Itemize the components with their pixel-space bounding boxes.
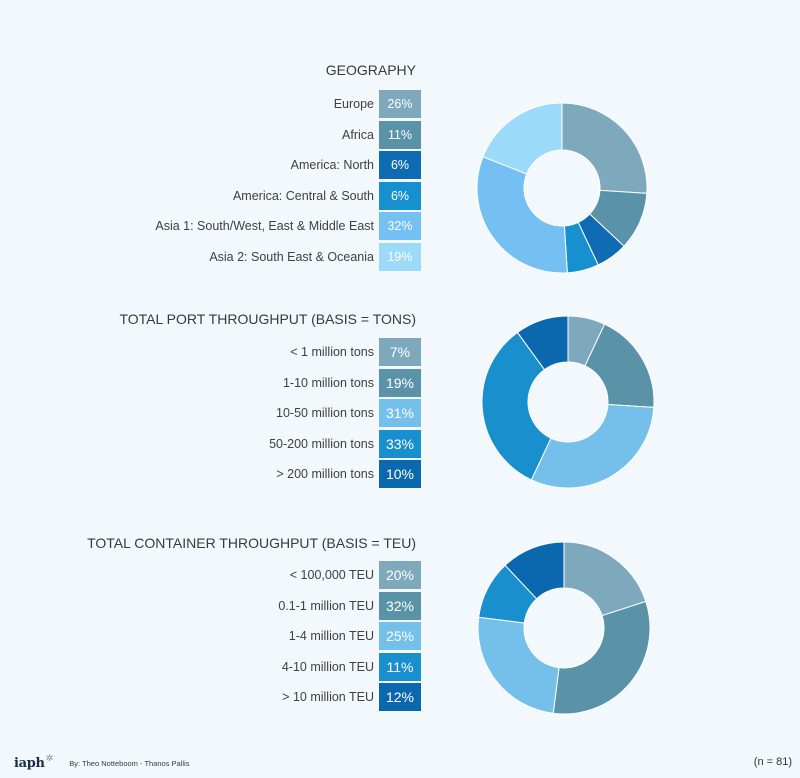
category-label: 4-10 million TEU <box>281 659 374 674</box>
container-throughput-title: TOTAL CONTAINER THROUGHPUT (BASIS = TEU) <box>87 535 416 551</box>
value-cell: 19% <box>379 242 421 271</box>
port-throughput-title: TOTAL PORT THROUGHPUT (BASIS = TONS) <box>119 311 416 327</box>
value-cell: 25% <box>379 622 421 650</box>
value-cell: 33% <box>379 429 421 458</box>
value-cell: 11% <box>379 652 421 681</box>
value-cell: 12% <box>379 683 421 711</box>
donut-slice <box>552 600 651 715</box>
port-throughput-donut <box>481 315 655 489</box>
value-cell: 32% <box>379 591 421 620</box>
category-label: 10-50 million tons <box>276 406 374 420</box>
category-label: < 100,000 TEU <box>289 568 374 582</box>
donut-slice <box>476 156 568 274</box>
donut-slice <box>481 331 552 481</box>
donut-slice <box>482 102 563 175</box>
category-label: Asia 2: South East & Oceania <box>209 249 374 264</box>
category-label: Europe <box>333 97 374 111</box>
iaph-logo: iaph <box>14 756 45 771</box>
donut-slice <box>516 315 569 371</box>
value-cell: 10% <box>379 460 421 488</box>
category-label: America: Central & South <box>232 188 374 203</box>
value-cell: 11% <box>379 120 421 149</box>
container-throughput-donut <box>477 541 651 715</box>
category-label: 1-10 million tons <box>282 375 374 390</box>
category-label: 0.1-1 million TEU <box>278 598 374 613</box>
donut-slice <box>477 616 560 714</box>
category-label: < 1 million tons <box>290 345 374 359</box>
geography-title: GEOGRAPHY <box>325 62 416 78</box>
sample-size: (n = 81) <box>753 756 792 768</box>
footer: iaph ✲ By: Theo Notteboom - Thanos Palli… <box>14 753 190 771</box>
donut-slice <box>504 541 565 600</box>
category-label: > 10 million TEU <box>282 690 374 704</box>
category-label: 50-200 million tons <box>269 436 374 451</box>
value-cell: 32% <box>379 212 421 240</box>
geography-donut <box>476 102 648 274</box>
gear-icon: ✲ <box>45 753 54 763</box>
value-cell: 31% <box>379 399 421 427</box>
donut-slice <box>563 541 647 617</box>
category-label: America: North <box>290 158 374 172</box>
category-label: Asia 1: South/West, East & Middle East <box>155 219 374 233</box>
value-cell: 6% <box>379 151 421 179</box>
credit-text: By: Theo Notteboom - Thanos Pallis <box>69 759 190 768</box>
category-label: > 200 million tons <box>276 467 374 481</box>
value-cell: 7% <box>379 338 421 366</box>
donut-slice <box>530 403 655 489</box>
donut-slice <box>561 102 648 194</box>
value-cell: 20% <box>379 561 421 589</box>
category-label: Africa <box>342 127 374 142</box>
value-cell: 26% <box>379 90 421 118</box>
category-label: 1-4 million TEU <box>288 629 374 643</box>
value-cell: 6% <box>379 181 421 210</box>
value-cell: 19% <box>379 368 421 397</box>
